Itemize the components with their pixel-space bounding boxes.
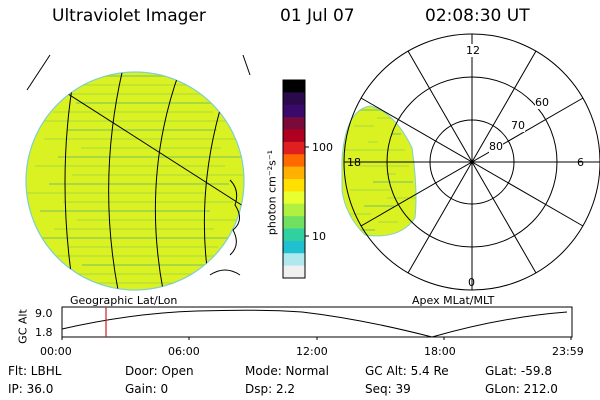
mlt-label-12: 12 [466,44,480,57]
colorbar-cell [283,166,305,180]
info-glat: GLat: -59.8 [485,364,552,378]
x-tick-1200: 12:00 [296,345,328,358]
geographic-image-panel [25,54,251,291]
info-door: Door: Open [125,364,194,378]
colorbar-cell [283,154,305,168]
grid-line-outer [26,54,51,91]
altitude-y-label: GC Alt [16,309,30,344]
colorbar-unit-label: photon cm⁻²s⁻¹ [265,149,279,236]
colorbar-tick-100: 100 [312,141,333,154]
mlat-label-70: 70 [511,119,525,132]
info-glon: GLon: 212.0 [485,382,558,396]
coastline [209,179,241,276]
instrument-title: Ultraviolet Imager [52,6,206,26]
info-dsp: Dsp: 2.2 [245,382,296,396]
colorbar-cell [283,104,305,118]
colorbar-cell [283,80,305,93]
colorbar-cell [283,253,305,267]
mlt-label-18: 18 [347,156,361,169]
info-gc-alt: GC Alt: 5.4 Re [365,364,449,378]
colorbar-tick-10: 10 [312,230,326,243]
mlt-label-0: 0 [468,276,475,289]
colorbar-cell [283,265,305,279]
colorbar-cell [283,141,305,155]
altitude-curve [61,309,568,338]
x-tick-0600: 06:00 [168,345,200,358]
colorbar-cell [283,228,305,242]
colorbar [282,79,309,279]
geographic-panel-label: Geographic Lat/Lon [70,294,178,307]
time-label: 02:08:30 UT [425,6,530,26]
info-filter: Flt: LBHL [8,364,62,378]
x-tick-2359: 23:59 [552,345,584,358]
x-tick-1800: 18:00 [424,345,456,358]
polar-grid [343,33,600,291]
colorbar-cell [283,240,305,254]
mlat-label-60: 60 [535,96,549,109]
earth-disk-image [25,71,245,291]
colorbar-cell [283,216,305,230]
colorbar-cell [283,117,305,131]
polar-image-region [341,105,417,237]
info-ip: IP: 36.0 [8,382,54,396]
colorbar-cell [283,191,305,205]
polar-mlat-mlt-panel [341,33,600,291]
polar-panel-label: Apex MLat/MLT [412,294,495,307]
grid-line-outer [242,54,251,76]
mlt-label-6: 6 [577,156,584,169]
colorbar-cell [283,203,305,217]
info-mode: Mode: Normal [245,364,329,378]
colorbar-cell [283,129,305,143]
altitude-plot [61,306,573,340]
altitude-tick-1-8: 1.8 [35,326,53,339]
colorbar-cell [283,92,305,106]
altitude-tick-9: 9.0 [35,307,53,320]
info-gain: Gain: 0 [125,382,169,396]
date-label: 01 Jul 07 [280,6,355,26]
mlat-label-80: 80 [489,140,503,153]
colorbar-cell [283,179,305,192]
x-tick-0000: 00:00 [40,345,72,358]
info-seq: Seq: 39 [365,382,411,396]
